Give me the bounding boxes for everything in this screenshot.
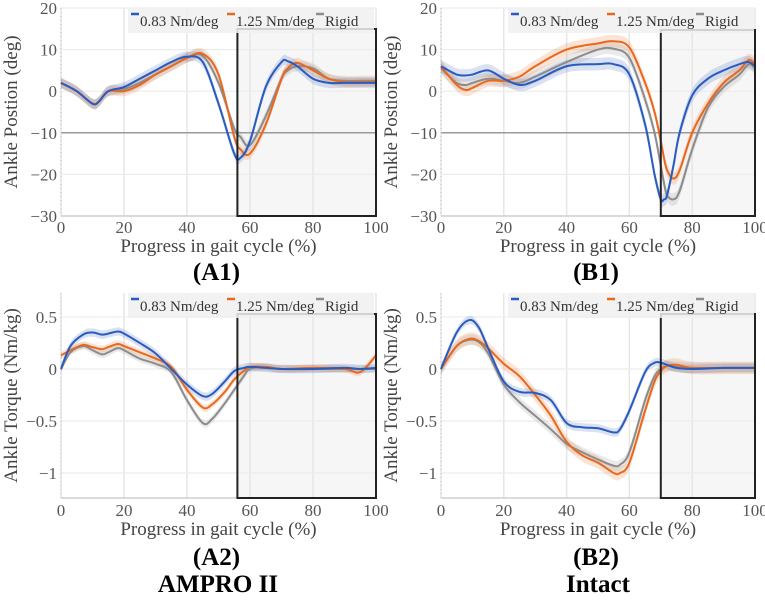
y-tick-label: −10 (410, 124, 437, 143)
series-line-blue (60, 55, 376, 161)
legend-background (508, 293, 754, 318)
y-tick-label: 20 (40, 0, 57, 18)
legend-label: 1.25 Nm/deg (616, 14, 695, 30)
legend-label: Rigid (705, 299, 739, 315)
x-tick-label: 80 (305, 501, 322, 520)
panel-b2: 0 20 40 60 80 100 0.5 0 −0.5 −1 0.83 Nm/deg 1.25 Nm… (381, 293, 765, 571)
panel-label: (A1) (193, 259, 240, 286)
legend-label: Rigid (705, 14, 739, 30)
panel-label: (A2) (193, 544, 240, 571)
legend-background (508, 8, 754, 33)
x-tick-label: 60 (242, 218, 259, 237)
std-band-orange (441, 332, 755, 481)
legend-label: 0.83 Nm/deg (520, 299, 599, 315)
series-line-blue (440, 61, 756, 203)
x-tick-label: 40 (179, 218, 196, 237)
legend-label: 1.25 Nm/deg (616, 299, 695, 315)
x-axis-label: Progress in gait cycle (%) (500, 236, 696, 257)
swing-phase-region (660, 30, 755, 216)
x-axis-label: Progress in gait cycle (%) (500, 519, 696, 540)
x-axis-label: Progress in gait cycle (%) (120, 236, 316, 257)
x-tick-label: 40 (558, 218, 575, 237)
x-tick-label: 80 (684, 501, 701, 520)
x-tick-label: 60 (242, 501, 259, 520)
y-tick-label: −30 (30, 207, 57, 226)
x-tick-label: 40 (558, 501, 575, 520)
y-tick-label: 0 (49, 360, 58, 379)
x-tick-label: 0 (57, 218, 66, 237)
y-tick-label: 0.5 (416, 308, 437, 327)
y-axis-label: Ankle Postion (deg) (381, 35, 402, 188)
legend-label: 0.83 Nm/deg (520, 14, 599, 30)
y-tick-label: −0.5 (26, 412, 57, 431)
swing-phase-region (660, 314, 755, 498)
y-tick-label: −1 (39, 464, 57, 483)
swing-phase-region (237, 314, 376, 498)
y-tick-label: −10 (30, 124, 57, 143)
y-tick-label: −20 (410, 165, 437, 184)
x-tick-label: 80 (684, 218, 701, 237)
x-tick-label: 60 (621, 218, 638, 237)
legend-label: Rigid (325, 299, 359, 315)
x-tick-label: 100 (742, 501, 765, 520)
legend-background (128, 293, 374, 318)
x-tick-label: 100 (363, 218, 389, 237)
legend-background (128, 8, 374, 33)
legend-label: Rigid (325, 14, 359, 30)
panel-label: (B1) (573, 259, 619, 286)
y-tick-label: −20 (30, 165, 57, 184)
legend-label: 0.83 Nm/deg (140, 14, 219, 30)
y-tick-label: −30 (410, 207, 437, 226)
y-tick-label: 0 (429, 360, 438, 379)
y-tick-label: 10 (40, 41, 57, 60)
y-tick-label: 0.5 (36, 308, 57, 327)
y-tick-label: 0 (49, 82, 58, 101)
legend-label: 1.25 Nm/deg (236, 299, 315, 315)
x-tick-label: 20 (495, 501, 512, 520)
column-title-ampro: AMPRO II (158, 571, 278, 598)
swing-phase-region (237, 29, 376, 216)
y-tick-label: −0.5 (406, 412, 437, 431)
series-line-gray (440, 46, 756, 201)
panel-label: (B2) (573, 544, 619, 571)
legend-label: 0.83 Nm/deg (140, 299, 219, 315)
y-tick-label: 10 (420, 41, 437, 60)
x-tick-label: 60 (621, 501, 638, 520)
x-tick-label: 20 (116, 218, 133, 237)
y-axis-label: Ankle Torque (Nm/kg) (381, 308, 402, 483)
legend-label: 1.25 Nm/deg (236, 14, 315, 30)
y-axis-label: Ankle Postion (deg) (1, 35, 22, 188)
std-band-orange (441, 34, 755, 185)
x-tick-label: 100 (742, 218, 765, 237)
x-tick-label: 20 (116, 501, 133, 520)
x-tick-label: 80 (305, 218, 322, 237)
x-tick-label: 40 (179, 501, 196, 520)
y-tick-label: −1 (419, 464, 437, 483)
column-title-intact: Intact (566, 571, 631, 598)
y-axis-label: Ankle Torque (Nm/kg) (1, 308, 22, 483)
y-tick-label: 20 (420, 0, 437, 18)
x-tick-label: 20 (495, 218, 512, 237)
std-band-blue (61, 327, 376, 401)
series-line-blue (60, 330, 377, 398)
x-tick-label: 0 (437, 501, 446, 520)
x-tick-label: 0 (57, 501, 66, 520)
panel-a2: 0 20 40 60 80 100 0.5 0 −0.5 −1 0.83 Nm/deg 1.25 Nm… (1, 293, 389, 571)
series-line-blue (440, 318, 756, 434)
x-tick-label: 0 (437, 218, 446, 237)
x-tick-label: 100 (363, 501, 389, 520)
x-axis-label: Progress in gait cycle (%) (120, 519, 316, 540)
std-band-orange (61, 47, 376, 161)
y-tick-label: 0 (429, 82, 438, 101)
series-line-orange (440, 40, 756, 180)
